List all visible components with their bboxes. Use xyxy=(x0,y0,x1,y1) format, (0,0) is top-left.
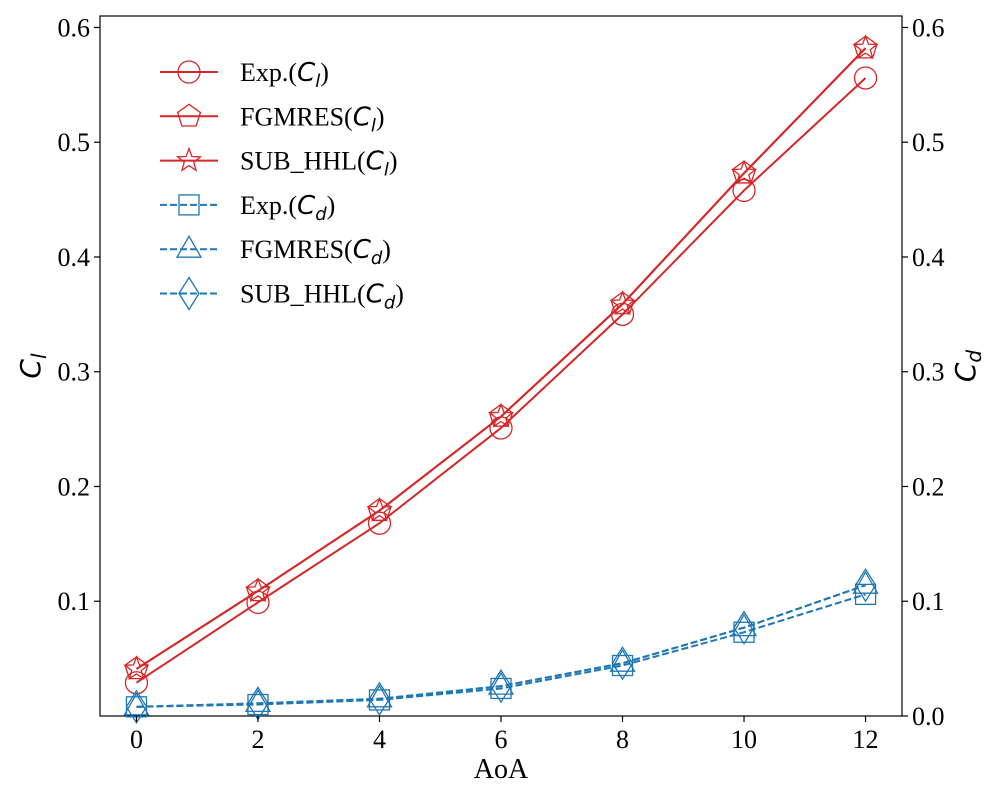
legend-item: SUB_HHL(Cl) xyxy=(160,147,398,181)
legend-label: FGMRES(Cd) xyxy=(240,235,391,269)
data-point-marker xyxy=(244,689,272,713)
data-point-marker xyxy=(244,577,272,603)
y-left-tick-label: 0.1 xyxy=(58,587,91,616)
plot-frame xyxy=(99,15,903,717)
data-point-marker xyxy=(490,677,512,700)
x-tick-label: 0 xyxy=(130,725,143,754)
legend-item: Exp.(Cl) xyxy=(160,58,329,92)
legend-label: Exp.(Cd) xyxy=(240,191,335,225)
y-left-tick-label: 0.3 xyxy=(58,358,91,387)
data-point-marker xyxy=(733,610,755,645)
data-point-marker xyxy=(366,684,393,708)
legend-label: SUB_HHL(Cl) xyxy=(240,147,398,181)
y-right-tick-label: 0.1 xyxy=(912,587,945,616)
series-4 xyxy=(123,570,879,716)
y-right-tick-label: 0.6 xyxy=(912,13,945,42)
y-right-axis-title: Cd xyxy=(949,350,986,383)
y-right-tick-label: 0.5 xyxy=(912,128,945,157)
data-point-marker xyxy=(367,497,392,521)
x-tick-label: 10 xyxy=(731,725,757,754)
series-line xyxy=(136,584,866,708)
data-point-marker xyxy=(490,668,512,704)
data-point-marker xyxy=(123,655,150,681)
data-point-marker xyxy=(611,654,634,677)
legend-marker xyxy=(175,146,203,172)
data-point-marker xyxy=(852,570,879,594)
series-line xyxy=(135,47,867,670)
series-0 xyxy=(124,66,878,695)
series-line xyxy=(135,77,867,684)
data-point-marker xyxy=(610,291,635,315)
legend-label: SUB_HHL(Cd) xyxy=(240,280,404,314)
legend-item: Exp.(Cd) xyxy=(160,191,335,225)
legend-marker xyxy=(178,276,200,311)
y-right-tick-label: 0.2 xyxy=(912,472,945,501)
y-right-tick-label: 0.0 xyxy=(912,702,945,731)
x-tick-label: 6 xyxy=(495,725,508,754)
data-point-marker xyxy=(487,402,515,428)
data-point-marker xyxy=(730,159,758,185)
data-point-marker xyxy=(125,689,148,725)
data-point-marker xyxy=(123,692,150,716)
y-left-tick-label: 0.5 xyxy=(58,128,91,157)
data-point-marker xyxy=(853,35,878,59)
data-point-marker xyxy=(732,178,756,203)
x-tick-label: 8 xyxy=(616,725,629,754)
legend-label: FGMRES(Cl) xyxy=(240,102,385,136)
data-point-marker xyxy=(852,34,879,60)
data-point-marker xyxy=(853,66,878,90)
data-point-marker xyxy=(609,290,636,316)
data-point-marker xyxy=(611,645,634,681)
x-tick-label: 12 xyxy=(853,725,879,754)
data-point-marker xyxy=(487,671,515,695)
y-left-tick-label: 0.4 xyxy=(58,243,91,272)
y-left-axis-title: Cl xyxy=(14,353,51,379)
y-right-tick-label: 0.4 xyxy=(912,243,945,272)
series-1 xyxy=(124,35,878,680)
series-3 xyxy=(125,583,877,718)
legend-marker xyxy=(177,60,201,84)
data-point-marker xyxy=(488,403,514,427)
legend-marker xyxy=(175,234,203,258)
y-left-tick-label: 0.6 xyxy=(58,13,91,42)
data-point-marker xyxy=(731,160,757,184)
legend-item: SUB_HHL(Cd) xyxy=(160,276,404,314)
data-point-marker xyxy=(854,583,877,606)
legend-item: FGMRES(Cl) xyxy=(160,102,385,136)
legend-marker xyxy=(176,103,202,127)
series-line xyxy=(135,47,867,670)
series-line xyxy=(136,593,866,708)
data-point-marker xyxy=(366,496,393,522)
x-tick-label: 4 xyxy=(373,725,386,754)
data-point-marker xyxy=(368,681,391,717)
series-5 xyxy=(125,567,877,725)
x-axis-title: AoA xyxy=(474,754,529,785)
series-2 xyxy=(123,34,879,681)
legend-item: FGMRES(Cd) xyxy=(160,234,391,269)
x-tick-label: 2 xyxy=(251,725,264,754)
legend-label: Exp.(Cl) xyxy=(240,58,329,92)
y-right-tick-label: 0.3 xyxy=(912,358,945,387)
y-left-tick-label: 0.2 xyxy=(58,472,91,501)
data-point-marker xyxy=(367,511,392,535)
legend-marker xyxy=(178,194,200,216)
data-point-marker xyxy=(854,567,877,603)
